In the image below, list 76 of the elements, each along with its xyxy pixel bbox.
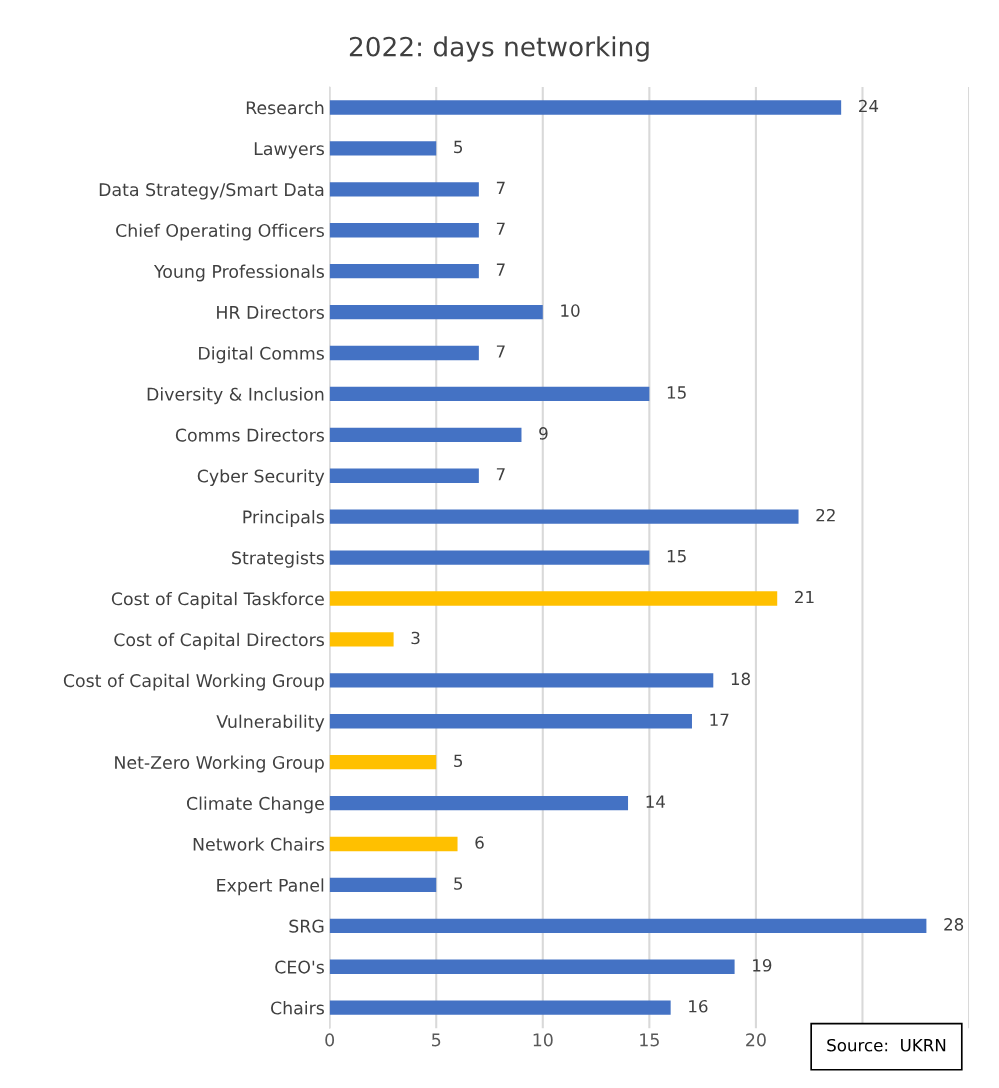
y-tick-label: Strategists	[232, 551, 324, 568]
bar	[329, 673, 714, 688]
data-label: 14	[646, 795, 665, 808]
bar	[329, 1000, 671, 1015]
bar	[329, 877, 437, 893]
y-tick-label: Chairs	[271, 1001, 324, 1015]
data-label: 9	[539, 427, 548, 440]
y-tick-label: SRG	[289, 919, 324, 933]
bar	[329, 632, 394, 647]
bar	[329, 468, 479, 483]
bar	[329, 591, 778, 606]
y-tick-label: Cost of Capital Taskforce	[111, 591, 324, 609]
bar	[329, 509, 799, 524]
data-label: 7	[496, 222, 505, 235]
data-label: 6	[475, 836, 484, 849]
y-tick-label: CEO's	[275, 960, 324, 974]
y-tick-label: Net-Zero Working Group	[115, 755, 324, 773]
y-tick-label: Cyber Security	[197, 469, 325, 486]
data-label: 10	[561, 304, 580, 317]
bar	[329, 836, 458, 852]
x-tick-label: 0	[325, 1033, 335, 1047]
data-label: 17	[710, 713, 729, 726]
data-label: 3	[411, 631, 420, 645]
y-tick-label: Digital Comms	[199, 346, 324, 364]
y-tick-label: Data Strategy/Smart Data	[99, 183, 324, 200]
data-label: 7	[496, 345, 505, 358]
y-tick-label: Cost of Capital Directors	[114, 632, 324, 650]
y-tick-label: Vulnerability	[216, 714, 325, 732]
y-tick-label: Diversity & Inclusion	[147, 387, 324, 405]
bar	[329, 550, 650, 565]
data-label: 24	[859, 99, 879, 113]
bar	[329, 182, 479, 197]
x-tick-label: 10	[533, 1033, 553, 1047]
source-note: Source: UKRN	[827, 1038, 946, 1052]
bar	[329, 427, 522, 443]
bar	[329, 141, 437, 156]
bar	[329, 795, 629, 811]
bar	[329, 264, 479, 279]
data-label: 5	[454, 877, 463, 890]
bar	[329, 304, 543, 320]
data-label: 18	[731, 672, 751, 686]
y-tick-label: Network Chairs	[193, 837, 324, 851]
y-tick-label: HR Directors	[217, 305, 324, 319]
bar	[329, 959, 735, 974]
bar	[329, 714, 692, 729]
data-label: 22	[816, 508, 835, 522]
y-tick-label: Chief Operating Officers	[116, 223, 324, 241]
y-tick-label: Expert Panel	[217, 878, 324, 896]
y-tick-label: Principals	[243, 510, 324, 527]
data-label: 5	[454, 754, 463, 768]
x-tick-label: 15	[640, 1033, 659, 1047]
data-label: 21	[795, 590, 814, 604]
bar	[329, 223, 479, 238]
bar	[329, 386, 650, 402]
data-label: 15	[667, 550, 686, 563]
bar	[329, 345, 479, 361]
data-label: 28	[944, 918, 964, 931]
data-label: 7	[496, 263, 505, 276]
x-tick-label: 20	[746, 1033, 766, 1047]
y-tick-label: Young Professionals	[153, 264, 324, 282]
data-label: 19	[753, 959, 772, 972]
bar	[329, 755, 437, 770]
data-label: 5	[454, 140, 463, 154]
y-tick-label: Cost of Capital Working Group	[63, 673, 324, 691]
bar	[329, 100, 842, 115]
data-label: 7	[496, 181, 505, 194]
data-label: 15	[667, 386, 686, 399]
x-tick-label: 5	[432, 1033, 441, 1047]
y-tick-label: Research	[246, 100, 324, 115]
y-tick-label: Lawyers	[254, 142, 324, 159]
bar	[329, 918, 927, 934]
chart-title: 2022: days networking	[349, 36, 649, 62]
y-tick-label: Climate Change	[186, 796, 324, 814]
data-label: 7	[496, 468, 505, 481]
data-label: 16	[689, 999, 708, 1013]
y-tick-label: Comms Directors	[175, 428, 324, 442]
